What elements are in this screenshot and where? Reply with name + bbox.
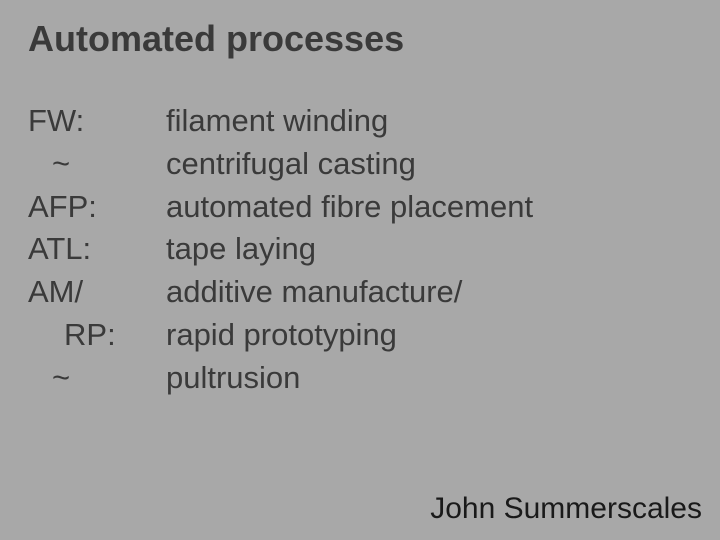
slide: Automated processes FW: filament winding… — [0, 0, 720, 540]
abbr-cell: AM/ — [28, 271, 158, 314]
desc-cell: tape laying — [166, 228, 692, 271]
abbr-cell: RP: — [28, 314, 158, 357]
desc-cell: centrifugal casting — [166, 143, 692, 186]
desc-cell: additive manufacture/ — [166, 271, 692, 314]
desc-cell: rapid prototyping — [166, 314, 692, 357]
definitions-grid: FW: filament winding ~ centrifugal casti… — [28, 100, 692, 399]
slide-title: Automated processes — [28, 18, 692, 60]
desc-cell: automated fibre placement — [166, 186, 692, 229]
abbr-cell: ~ — [28, 143, 158, 186]
abbr-cell: AFP: — [28, 186, 158, 229]
author-footer: John Summerscales — [430, 492, 702, 526]
abbr-cell: ~ — [28, 357, 158, 400]
desc-cell: filament winding — [166, 100, 692, 143]
desc-cell: pultrusion — [166, 357, 692, 400]
abbr-cell: ATL: — [28, 228, 158, 271]
abbr-cell: FW: — [28, 100, 158, 143]
